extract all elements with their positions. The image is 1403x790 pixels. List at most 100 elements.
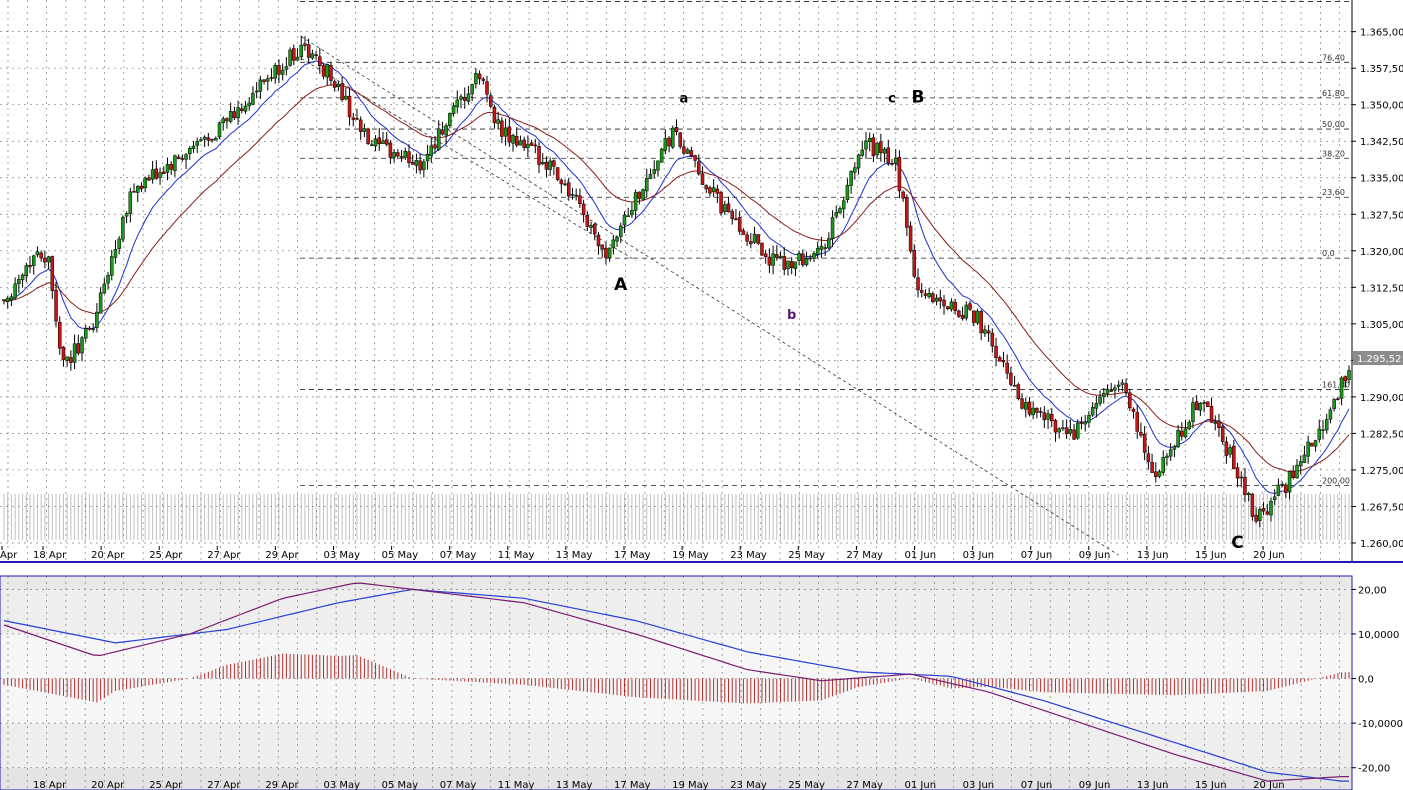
- fib-level-label: 200,00: [1322, 477, 1350, 486]
- candle: [1310, 442, 1314, 447]
- candle-body: [31, 255, 36, 266]
- price-axis-label: 1.342,50: [1360, 137, 1403, 148]
- candle: [555, 167, 560, 182]
- candle-body: [117, 238, 121, 249]
- macd-time-label: 19 May: [672, 780, 709, 790]
- candle-body: [477, 73, 482, 80]
- time-axis-label: 03 Jun: [963, 550, 995, 561]
- candle-body: [436, 128, 441, 150]
- candle-body: [1027, 401, 1032, 415]
- candle-body: [1038, 411, 1043, 413]
- last-price-box: [1353, 351, 1403, 365]
- candle: [596, 232, 601, 255]
- macd-axis-label: 20,00: [1358, 585, 1387, 596]
- candle: [726, 196, 731, 213]
- volume-bars: [3, 494, 1350, 540]
- candle-body: [827, 238, 831, 249]
- candle: [697, 154, 701, 176]
- candle: [258, 75, 263, 99]
- candle-body: [971, 310, 976, 323]
- candle-body: [749, 241, 753, 245]
- candle: [704, 184, 708, 194]
- candle: [240, 103, 244, 114]
- candle-body: [645, 178, 649, 192]
- candle: [756, 233, 760, 246]
- candle-body: [901, 191, 905, 199]
- candle: [671, 125, 675, 149]
- candle: [448, 112, 452, 129]
- candle-body: [1035, 407, 1039, 413]
- candle: [589, 221, 593, 234]
- wave-labels: a c B Ab C: [614, 87, 1244, 553]
- candle-body: [797, 253, 801, 261]
- candle: [176, 154, 181, 160]
- candle: [1131, 407, 1136, 419]
- candle: [61, 346, 66, 367]
- time-axis-label: 19 May: [672, 550, 709, 561]
- candle-body: [266, 78, 270, 82]
- candle-body: [28, 265, 32, 268]
- candle-body: [377, 137, 382, 144]
- candle-body: [154, 168, 159, 179]
- candle: [50, 255, 55, 299]
- candle-body: [43, 257, 47, 263]
- candle: [1347, 365, 1351, 385]
- candle-body: [522, 139, 526, 149]
- candle-body: [318, 56, 322, 67]
- candle: [1254, 507, 1258, 524]
- candle-body: [1176, 430, 1180, 448]
- candle-body: [693, 155, 697, 161]
- candle-body: [994, 345, 998, 359]
- candle: [1046, 409, 1050, 429]
- candle: [786, 260, 790, 276]
- candle-body: [1001, 359, 1006, 363]
- candle: [514, 127, 519, 148]
- candle: [292, 44, 296, 66]
- candles: [2, 35, 1351, 528]
- candle-body: [730, 211, 734, 219]
- candle: [210, 138, 214, 143]
- candle-body: [953, 301, 957, 312]
- candle: [763, 249, 768, 264]
- candle: [645, 168, 649, 198]
- candle: [466, 86, 471, 105]
- price-axis-label: 1.365,00: [1360, 28, 1403, 39]
- candle: [812, 250, 816, 262]
- time-axis-label: Apr: [0, 550, 18, 561]
- candle: [544, 156, 549, 178]
- candle: [1031, 401, 1035, 420]
- candle-body: [1064, 427, 1069, 435]
- candle-body: [195, 141, 199, 146]
- candle-body: [604, 247, 608, 258]
- candle: [593, 222, 597, 241]
- candle-body: [422, 161, 426, 170]
- candle: [563, 179, 567, 187]
- macd-grid: [0, 576, 1352, 790]
- candle: [585, 211, 590, 231]
- candle-body: [399, 156, 404, 158]
- candle-body: [1113, 387, 1117, 391]
- candle-body: [425, 154, 430, 162]
- candle: [436, 120, 441, 152]
- candle-body: [1161, 457, 1165, 473]
- candle-body: [570, 194, 575, 196]
- candle: [1061, 419, 1065, 432]
- candle-body: [1246, 493, 1251, 495]
- candle-body: [540, 162, 545, 165]
- candle-body: [563, 183, 567, 186]
- candle-body: [983, 329, 987, 334]
- candle: [867, 132, 872, 152]
- candle: [1064, 419, 1069, 440]
- candle: [399, 149, 404, 162]
- candle: [719, 190, 723, 216]
- price-panel-background: [0, 0, 1352, 561]
- candle: [804, 251, 809, 267]
- candle-body: [934, 297, 939, 302]
- candle: [199, 136, 203, 143]
- candle: [1317, 419, 1322, 443]
- candle-body: [685, 149, 690, 154]
- candle: [663, 129, 668, 155]
- candle: [678, 131, 682, 149]
- wave-label: C: [1231, 533, 1243, 553]
- candle: [622, 211, 627, 234]
